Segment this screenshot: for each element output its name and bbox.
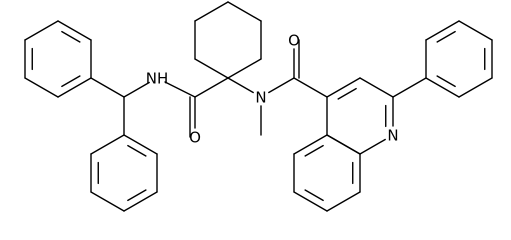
- bond: [164, 81, 196, 98]
- double-bond: [436, 30, 456, 43]
- double-bond: [436, 75, 456, 88]
- bond: [227, 77, 254, 94]
- bond: [24, 20, 59, 41]
- double-bond: [61, 30, 81, 43]
- bond: [90, 77, 125, 98]
- bond: [90, 134, 125, 155]
- bond: [227, 1, 262, 22]
- bond: [359, 77, 394, 98]
- bond: [326, 191, 361, 212]
- double-bond: [127, 144, 147, 157]
- double-bond: [304, 189, 324, 202]
- bond: [293, 134, 328, 155]
- bond: [123, 134, 158, 155]
- bond: [293, 191, 328, 212]
- double-bond: [337, 87, 357, 100]
- bond: [24, 77, 59, 98]
- bond: [227, 58, 262, 79]
- atom-labels: NH O N O N: [146, 32, 399, 147]
- double-bond: [304, 144, 324, 157]
- amide-oxygen: O: [189, 129, 201, 147]
- bond: [293, 77, 328, 98]
- bond: [268, 77, 295, 94]
- double-bond: [127, 189, 147, 202]
- amide-nh: NH: [146, 70, 169, 88]
- bond: [326, 77, 361, 98]
- bond: [194, 58, 229, 79]
- bond: [458, 77, 493, 98]
- molecule-diagram: NH O N O N: [24, 1, 493, 212]
- bond: [425, 77, 460, 98]
- bond: [123, 191, 158, 212]
- amide-nitrogen: N: [255, 89, 266, 107]
- bond: [123, 81, 150, 98]
- bond: [57, 77, 92, 98]
- bond: [425, 20, 460, 41]
- bond: [57, 20, 92, 41]
- bond: [194, 1, 229, 22]
- bond: [359, 138, 386, 155]
- double-bond: [61, 75, 81, 88]
- bond: [458, 20, 493, 41]
- bond: [326, 134, 361, 155]
- bonds: [24, 1, 493, 212]
- bond: [392, 77, 427, 98]
- carbonyl-oxygen: O: [288, 32, 300, 50]
- ring-nitrogen: N: [387, 127, 398, 145]
- bond: [90, 191, 125, 212]
- bond: [194, 77, 229, 98]
